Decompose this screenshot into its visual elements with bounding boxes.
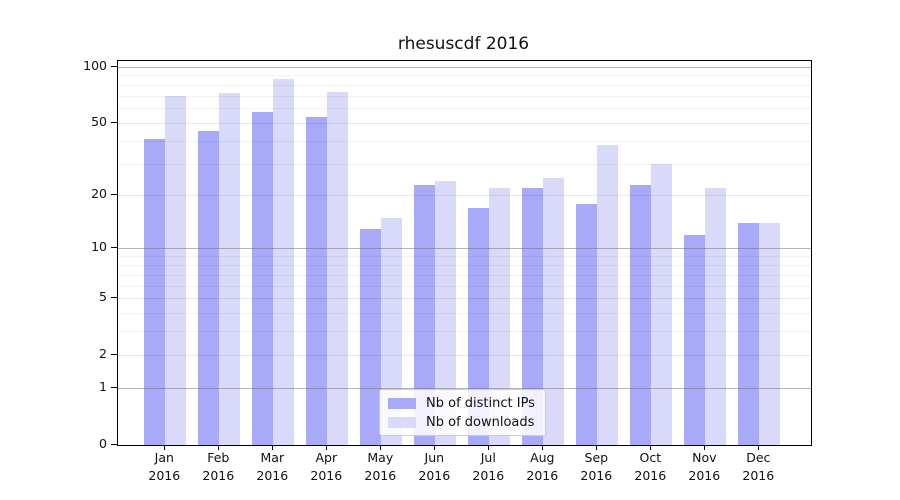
bar-downloads-mar bbox=[273, 78, 295, 445]
x-label-jun: Jun 2016 bbox=[418, 450, 451, 484]
bar-distinct-ips-jun bbox=[414, 184, 436, 445]
x-tick-aug bbox=[542, 444, 544, 450]
gridline-70 bbox=[118, 95, 811, 97]
x-tick-mar bbox=[272, 444, 274, 450]
gridline-40 bbox=[118, 140, 811, 142]
x-tick-jul bbox=[488, 444, 490, 450]
x-label-feb: Feb 2016 bbox=[202, 450, 235, 484]
chart-title: rhesuscdf 2016 bbox=[397, 34, 530, 54]
y-label-20: 20 bbox=[91, 186, 107, 202]
x-tick-feb bbox=[218, 444, 220, 450]
bar-downloads-jan bbox=[165, 95, 187, 445]
x-label-nov: Nov 2016 bbox=[688, 450, 721, 484]
gridline-2 bbox=[118, 354, 811, 356]
x-tick-nov bbox=[704, 444, 706, 450]
gridline-90 bbox=[118, 75, 811, 77]
gridline-6 bbox=[118, 285, 811, 287]
x-label-apr: Apr 2016 bbox=[310, 450, 343, 484]
y-label-1: 1 bbox=[99, 379, 107, 395]
x-tick-sep bbox=[596, 444, 598, 450]
x-label-may: May 2016 bbox=[364, 450, 397, 484]
x-label-jul: Jul 2016 bbox=[472, 450, 505, 484]
gridline-8 bbox=[118, 264, 811, 266]
x-label-oct: Oct 2016 bbox=[634, 450, 667, 484]
bar-downloads-apr bbox=[327, 92, 349, 445]
legend-label-distinct-ips: Nb of distinct IPs bbox=[426, 395, 535, 411]
x-tick-apr bbox=[326, 444, 328, 450]
y-tick-0 bbox=[111, 444, 117, 445]
bar-distinct-ips-dec bbox=[738, 223, 760, 445]
x-tick-oct bbox=[650, 444, 652, 450]
y-tick-50 bbox=[111, 121, 117, 123]
bar-distinct-ips-may bbox=[360, 228, 382, 445]
y-tick-20 bbox=[111, 194, 117, 196]
gridline-60 bbox=[118, 108, 811, 109]
y-tick-5 bbox=[111, 297, 117, 299]
x-label-sep: Sep 2016 bbox=[580, 450, 613, 484]
bar-distinct-ips-oct bbox=[630, 184, 652, 445]
y-label-100: 100 bbox=[83, 57, 107, 73]
legend-item-distinct-ips: Nb of distinct IPs bbox=[388, 396, 537, 411]
x-tick-may bbox=[380, 444, 382, 450]
bar-distinct-ips-aug bbox=[522, 188, 544, 445]
bar-distinct-ips-jul bbox=[468, 208, 490, 445]
gridline-7 bbox=[118, 274, 811, 276]
y-tick-100 bbox=[111, 65, 117, 67]
y-tick-10 bbox=[111, 247, 117, 249]
legend-label-downloads: Nb of downloads bbox=[426, 414, 535, 430]
gridline-4 bbox=[118, 313, 811, 315]
bar-downloads-dec bbox=[759, 223, 781, 445]
gridline-30 bbox=[118, 163, 811, 165]
legend: Nb of distinct IPs Nb of downloads bbox=[379, 389, 546, 436]
y-label-10: 10 bbox=[91, 239, 107, 255]
x-label-mar: Mar 2016 bbox=[256, 450, 289, 484]
x-tick-jan bbox=[164, 444, 166, 450]
bar-downloads-oct bbox=[651, 163, 673, 445]
gridline-20 bbox=[118, 195, 811, 197]
x-label-dec: Dec 2016 bbox=[742, 450, 775, 484]
bar-downloads-feb bbox=[219, 93, 241, 445]
x-tick-dec bbox=[758, 444, 760, 450]
y-label-2: 2 bbox=[99, 345, 107, 361]
gridline-1 bbox=[118, 388, 811, 390]
plot-area: Nb of distinct IPs Nb of downloads bbox=[117, 60, 812, 446]
legend-swatch-distinct-ips bbox=[388, 397, 416, 409]
y-label-5: 5 bbox=[99, 289, 107, 305]
gridline-100 bbox=[118, 66, 811, 68]
y-tick-1 bbox=[111, 387, 117, 389]
gridline-3 bbox=[118, 331, 811, 333]
y-label-50: 50 bbox=[91, 113, 107, 129]
legend-swatch-downloads bbox=[388, 416, 416, 428]
legend-item-downloads: Nb of downloads bbox=[388, 415, 537, 430]
x-tick-jun bbox=[434, 444, 436, 450]
gridline-9 bbox=[118, 256, 811, 258]
bar-distinct-ips-mar bbox=[252, 112, 274, 445]
gridline-10 bbox=[118, 248, 811, 250]
y-tick-2 bbox=[111, 353, 117, 355]
bar-downloads-sep bbox=[597, 144, 619, 445]
bar-downloads-aug bbox=[543, 177, 565, 445]
bar-downloads-jun bbox=[435, 181, 457, 445]
gridline-80 bbox=[118, 84, 811, 86]
bar-distinct-ips-nov bbox=[684, 234, 706, 445]
bar-distinct-ips-apr bbox=[306, 116, 328, 445]
bar-downloads-jul bbox=[489, 188, 511, 445]
bar-distinct-ips-sep bbox=[576, 203, 598, 445]
bar-distinct-ips-feb bbox=[198, 131, 220, 445]
bar-downloads-may bbox=[381, 217, 403, 445]
gridline-50 bbox=[118, 122, 811, 124]
y-label-0: 0 bbox=[99, 436, 107, 451]
gridline-5 bbox=[118, 298, 811, 300]
bar-downloads-nov bbox=[705, 188, 727, 445]
x-label-aug: Aug 2016 bbox=[526, 450, 559, 484]
bar-distinct-ips-jan bbox=[144, 138, 166, 445]
x-label-jan: Jan 2016 bbox=[148, 450, 181, 484]
